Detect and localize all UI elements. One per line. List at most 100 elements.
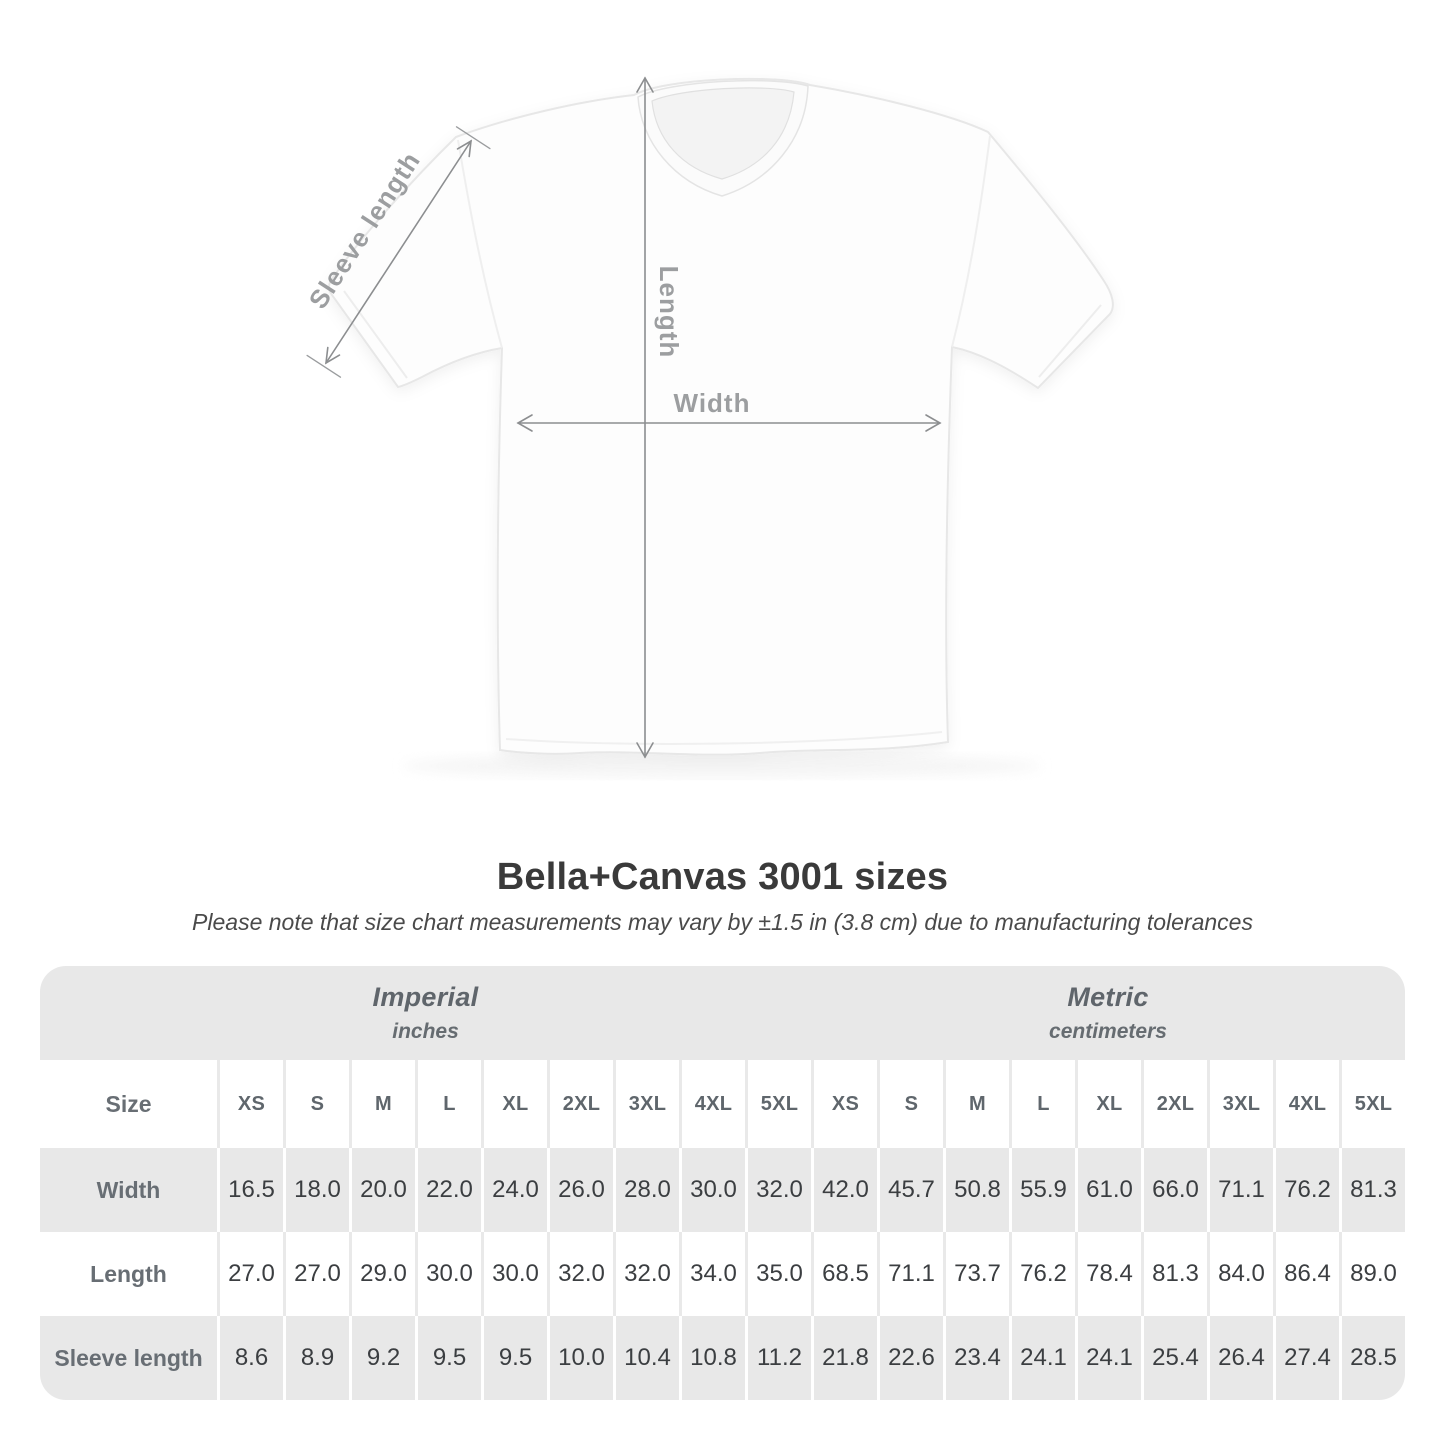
tshirt-hem-seam bbox=[505, 731, 943, 745]
length-arrowhead-bottom bbox=[636, 742, 654, 759]
sleeve-length-row: Sleeve length 8.6 8.9 9.2 9.5 9.5 10.0 1… bbox=[40, 1316, 1405, 1400]
sleeve-imperial-l: 9.5 bbox=[415, 1316, 481, 1400]
width-imperial-3xl: 28.0 bbox=[613, 1148, 679, 1232]
sleeve-metric-xs: 21.8 bbox=[811, 1316, 877, 1400]
length-metric-xl: 78.4 bbox=[1075, 1232, 1141, 1316]
width-imperial-xl: 24.0 bbox=[481, 1148, 547, 1232]
sleeve-imperial-2xl: 10.0 bbox=[547, 1316, 613, 1400]
imperial-group-header: Imperial inches bbox=[40, 966, 811, 1060]
page-subtitle: Please note that size chart measurements… bbox=[192, 909, 1253, 935]
width-metric-3xl: 71.1 bbox=[1207, 1148, 1273, 1232]
sleeve-arrowhead-bottom bbox=[325, 346, 341, 365]
width-imperial-5xl: 32.0 bbox=[745, 1148, 811, 1232]
sleeve-imperial-xl: 9.5 bbox=[481, 1316, 547, 1400]
length-imperial-xl: 30.0 bbox=[481, 1232, 547, 1316]
width-imperial-4xl: 30.0 bbox=[679, 1148, 745, 1232]
width-metric-5xl: 81.3 bbox=[1339, 1148, 1405, 1232]
length-imperial-m: 29.0 bbox=[349, 1232, 415, 1316]
width-metric-4xl: 76.2 bbox=[1273, 1148, 1339, 1232]
sleeve-metric-m: 23.4 bbox=[943, 1316, 1009, 1400]
sleeve-metric-2xl: 25.4 bbox=[1141, 1316, 1207, 1400]
width-imperial-s: 18.0 bbox=[283, 1148, 349, 1232]
imperial-group-title: Imperial bbox=[372, 982, 479, 1012]
size-chart-table: Imperial inches Metric centimeters Size … bbox=[40, 966, 1405, 1400]
length-metric-l: 76.2 bbox=[1009, 1232, 1075, 1316]
size-header-imperial-m: M bbox=[349, 1060, 415, 1148]
length-row: Length 27.0 27.0 29.0 30.0 30.0 32.0 32.… bbox=[40, 1232, 1405, 1316]
unit-group-header-row: Imperial inches Metric centimeters bbox=[40, 966, 1405, 1060]
length-arrowhead-top bbox=[636, 76, 654, 93]
tshirt-figure-svg: Length Width Sleeve length bbox=[303, 76, 1114, 778]
length-metric-5xl: 89.0 bbox=[1339, 1232, 1405, 1316]
width-dimension-label: Width bbox=[674, 388, 751, 418]
size-header-metric-l: L bbox=[1009, 1060, 1075, 1148]
size-header-imperial-3xl: 3XL bbox=[613, 1060, 679, 1148]
size-header-metric-s: S bbox=[877, 1060, 943, 1148]
sleeve-imperial-4xl: 10.8 bbox=[679, 1316, 745, 1400]
width-dimension: Width bbox=[516, 388, 942, 432]
size-header-metric-3xl: 3XL bbox=[1207, 1060, 1273, 1148]
size-header-imperial-xl: XL bbox=[481, 1060, 547, 1148]
tshirt-body bbox=[328, 77, 1114, 756]
width-metric-xl: 61.0 bbox=[1075, 1148, 1141, 1232]
sleeve-metric-3xl: 26.4 bbox=[1207, 1316, 1273, 1400]
size-header-imperial-4xl: 4XL bbox=[679, 1060, 745, 1148]
width-metric-2xl: 66.0 bbox=[1141, 1148, 1207, 1232]
size-header-imperial-l: L bbox=[415, 1060, 481, 1148]
tshirt-left-cuff-seam bbox=[343, 290, 408, 379]
length-imperial-5xl: 35.0 bbox=[745, 1232, 811, 1316]
tshirt-left-sleeve-seam bbox=[457, 139, 503, 349]
length-metric-s: 71.1 bbox=[877, 1232, 943, 1316]
sleeve-metric-s: 22.6 bbox=[877, 1316, 943, 1400]
size-header-metric-4xl: 4XL bbox=[1273, 1060, 1339, 1148]
length-imperial-s: 27.0 bbox=[283, 1232, 349, 1316]
tshirt-right-cuff-seam bbox=[1038, 304, 1102, 378]
imperial-group-unit: inches bbox=[392, 1020, 459, 1043]
sleeve-imperial-5xl: 11.2 bbox=[745, 1316, 811, 1400]
size-header-imperial-5xl: 5XL bbox=[745, 1060, 811, 1148]
sleeve-end-tick-bottom bbox=[306, 354, 342, 378]
width-metric-s: 45.7 bbox=[877, 1148, 943, 1232]
width-metric-m: 50.8 bbox=[943, 1148, 1009, 1232]
metric-group-unit: centimeters bbox=[1049, 1020, 1167, 1043]
size-header-imperial-2xl: 2XL bbox=[547, 1060, 613, 1148]
tshirt-right-sleeve-seam bbox=[951, 135, 991, 348]
width-imperial-m: 20.0 bbox=[349, 1148, 415, 1232]
width-imperial-xs: 16.5 bbox=[217, 1148, 283, 1232]
sleeve-imperial-s: 8.9 bbox=[283, 1316, 349, 1400]
width-row: Width 16.5 18.0 20.0 22.0 24.0 26.0 28.0… bbox=[40, 1148, 1405, 1232]
size-header-imperial-xs: XS bbox=[217, 1060, 283, 1148]
sleeve-arrowhead-top bbox=[456, 139, 472, 158]
metric-group-header: Metric centimeters bbox=[811, 966, 1405, 1060]
length-metric-3xl: 84.0 bbox=[1207, 1232, 1273, 1316]
size-chart-card: Imperial inches Metric centimeters Size … bbox=[40, 966, 1405, 1400]
sleeve-imperial-xs: 8.6 bbox=[217, 1316, 283, 1400]
size-header-metric-5xl: 5XL bbox=[1339, 1060, 1405, 1148]
tshirt-ground-shadow bbox=[402, 754, 1042, 778]
length-imperial-xs: 27.0 bbox=[217, 1232, 283, 1316]
length-dimension: Length bbox=[636, 76, 684, 759]
row-label-length: Length bbox=[40, 1232, 217, 1316]
length-metric-2xl: 81.3 bbox=[1141, 1232, 1207, 1316]
size-header-metric-m: M bbox=[943, 1060, 1009, 1148]
sleeve-metric-4xl: 27.4 bbox=[1273, 1316, 1339, 1400]
length-metric-xs: 68.5 bbox=[811, 1232, 877, 1316]
width-arrowhead-left bbox=[516, 414, 533, 432]
length-dimension-label: Length bbox=[654, 266, 684, 359]
tshirt-measurement-figure: Length Width Sleeve length bbox=[303, 76, 1114, 778]
width-imperial-l: 22.0 bbox=[415, 1148, 481, 1232]
sleeve-end-tick-top bbox=[455, 126, 491, 150]
length-imperial-4xl: 34.0 bbox=[679, 1232, 745, 1316]
width-metric-xs: 42.0 bbox=[811, 1148, 877, 1232]
length-imperial-l: 30.0 bbox=[415, 1232, 481, 1316]
size-header-metric-2xl: 2XL bbox=[1141, 1060, 1207, 1148]
metric-group-title: Metric bbox=[1067, 982, 1149, 1012]
sleeve-metric-5xl: 28.5 bbox=[1339, 1316, 1405, 1400]
width-arrowhead-right bbox=[925, 414, 942, 432]
width-imperial-2xl: 26.0 bbox=[547, 1148, 613, 1232]
length-imperial-3xl: 32.0 bbox=[613, 1232, 679, 1316]
size-header-metric-xs: XS bbox=[811, 1060, 877, 1148]
tshirt-collar-opening bbox=[651, 87, 795, 180]
length-metric-m: 73.7 bbox=[943, 1232, 1009, 1316]
size-header-row: Size XS S M L XL 2XL 3XL 4XL 5XL XS S M … bbox=[40, 1060, 1405, 1148]
